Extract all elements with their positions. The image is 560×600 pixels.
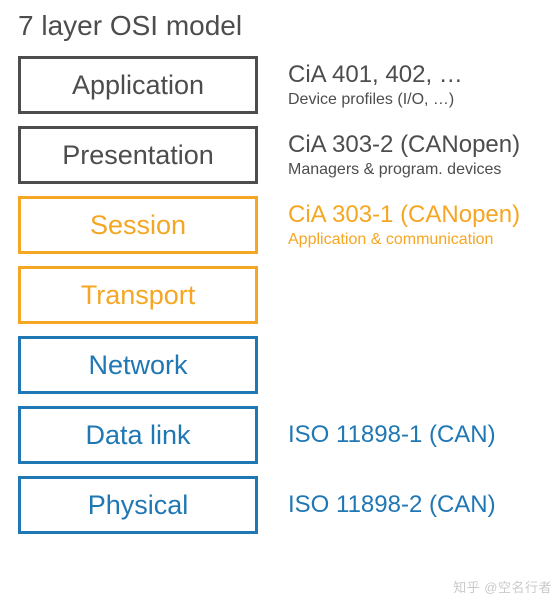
layer-annotation: ISO 11898-1 (CAN) [288,421,496,450]
layer-annotation: CiA 303-2 (CANopen)Managers & program. d… [288,131,520,179]
annotation-main: ISO 11898-1 (CAN) [288,421,496,450]
annotation-main: CiA 303-2 (CANopen) [288,131,520,160]
layer-row: Session CiA 303-1 (CANopen)Application & … [18,196,542,254]
diagram-title: 7 layer OSI model [18,10,542,42]
annotation-main: ISO 11898-2 (CAN) [288,491,496,520]
layer-box-network: Network [18,336,258,394]
layer-row: Application CiA 401, 402, …Device profile… [18,56,542,114]
layer-box-application: Application [18,56,258,114]
layer-annotation: CiA 401, 402, …Device profiles (I/O, …) [288,61,463,109]
layer-box-session: Session [18,196,258,254]
watermark: 知乎 @空名行者 [453,577,552,596]
layer-box-physical: Physical [18,476,258,534]
layer-box-data-link: Data link [18,406,258,464]
layer-row: Presentation CiA 303-2 (CANopen)Managers … [18,126,542,184]
layer-row: Data link ISO 11898-1 (CAN) [18,406,542,464]
layer-box-presentation: Presentation [18,126,258,184]
annotation-main: CiA 401, 402, … [288,61,463,90]
layer-box-transport: Transport [18,266,258,324]
layer-row: Physical ISO 11898-2 (CAN) [18,476,542,534]
layer-row: Network [18,336,542,394]
annotation-sub: Application & communication [288,230,520,249]
layer-row: Transport [18,266,542,324]
annotation-sub: Managers & program. devices [288,160,520,179]
layer-annotation: ISO 11898-2 (CAN) [288,491,496,520]
annotation-main: CiA 303-1 (CANopen) [288,201,520,230]
layer-annotation: CiA 303-1 (CANopen)Application & communi… [288,201,520,249]
layer-list: Application CiA 401, 402, …Device profile… [18,56,542,534]
annotation-sub: Device profiles (I/O, …) [288,90,463,109]
